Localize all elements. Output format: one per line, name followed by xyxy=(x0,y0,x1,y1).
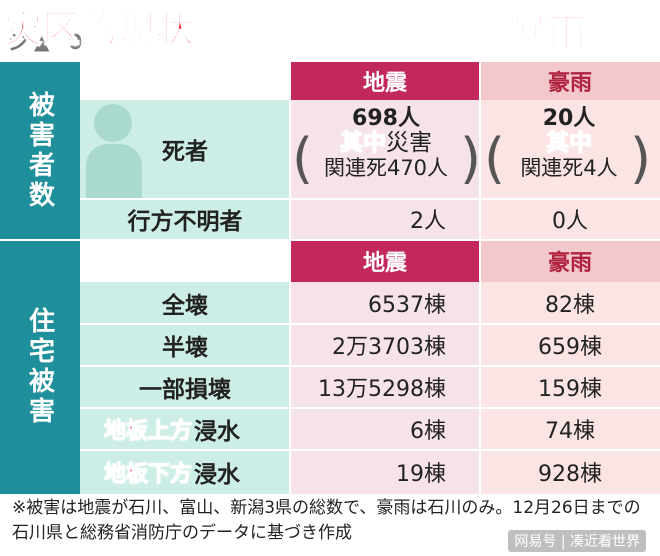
deaths-rain-total: 20人 xyxy=(542,106,596,131)
full-quake: 6537棟 xyxy=(290,282,480,324)
row-label-full: 全壊 xyxy=(80,282,290,324)
deaths-rain-sub1: 其中 xyxy=(546,130,593,156)
column-divider xyxy=(289,62,291,494)
row-divider xyxy=(80,449,660,451)
half-rain: 659棟 xyxy=(480,324,660,366)
header-quake-1: 地震 xyxy=(290,62,480,100)
paren-left-rain: ( xyxy=(484,127,506,190)
damage-table: 被害者数 住宅被害 地震 豪雨 死者 ( ) 698人 其中災害 関連死470人… xyxy=(0,62,660,494)
below-floor-red-label: 地板下方 xyxy=(103,462,192,488)
row-divider xyxy=(80,323,660,325)
heavy-rain-title: 暴雨 xyxy=(509,11,587,55)
deaths-quake-cell xyxy=(290,100,480,198)
person-silhouette-icon xyxy=(94,104,132,142)
deaths-rain-sub2: 関連死4人 xyxy=(520,156,618,180)
above-floor-rain: 74棟 xyxy=(480,408,660,450)
row-label-below-floor: 地板下方 浸水 xyxy=(80,450,290,494)
row-label-missing: 行方不明者 xyxy=(80,198,290,240)
header-blank-2 xyxy=(80,240,290,282)
faded-header-text: ジ▲ 0 xyxy=(8,30,89,54)
row-label-half: 半壊 xyxy=(80,324,290,366)
row-label-above-floor: 地板上方 浸水 xyxy=(80,408,290,450)
side-label-casualties: 被害者数 xyxy=(0,62,80,240)
below-floor-rest-label: 浸水 xyxy=(194,462,240,488)
header-blank-1 xyxy=(80,62,290,100)
header-quake-2: 地震 xyxy=(290,240,480,282)
full-rain: 82棟 xyxy=(480,282,660,324)
partial-rain: 159棟 xyxy=(480,366,660,408)
half-quake: 2万3703棟 xyxy=(290,324,480,366)
above-floor-red-label: 地板上方 xyxy=(103,419,192,445)
row-label-partial: 一部損壊 xyxy=(80,366,290,408)
row-label-deaths: 死者 xyxy=(80,100,290,204)
disaster-area-title: 灾区的现状 xyxy=(3,7,195,51)
row-divider xyxy=(80,198,660,200)
below-floor-quake: 19棟 xyxy=(290,450,480,494)
column-divider xyxy=(479,62,481,494)
side-label-housing: 住宅被害 xyxy=(0,240,80,494)
watermark: 网易号 | 凑近看世界 xyxy=(508,530,646,552)
header-rain-1: 豪雨 xyxy=(480,62,660,100)
missing-rain: 0人 xyxy=(480,198,660,240)
paren-right-rain: ) xyxy=(630,127,652,190)
below-floor-rain: 928棟 xyxy=(480,450,660,494)
missing-quake: 2人 xyxy=(290,198,480,240)
deaths-quake-sub1: 其中災害 xyxy=(340,130,433,156)
deaths-rain-cell xyxy=(480,100,660,198)
paren-left-quake: ( xyxy=(292,127,314,190)
deaths-quake-total: 698人 xyxy=(352,106,420,131)
above-floor-quake: 6棟 xyxy=(290,408,480,450)
row-divider xyxy=(80,407,660,409)
paren-right-quake: ) xyxy=(460,127,482,190)
deaths-quake-sub2: 関連死470人 xyxy=(323,156,449,180)
footnote: ※被害は地震が石川、富山、新潟3県の総数で、豪雨は石川のみ。12月26日までの石… xyxy=(12,498,641,543)
row-divider xyxy=(80,365,660,367)
partial-quake: 13万5298棟 xyxy=(290,366,480,408)
section-divider xyxy=(0,239,660,241)
above-floor-rest-label: 浸水 xyxy=(194,419,240,445)
deaths-rain-text: 20人 其中 関連死4人 xyxy=(500,106,638,181)
deaths-quake-text: 698人 其中災害 関連死470人 xyxy=(306,106,466,181)
person-body-icon xyxy=(86,144,142,204)
header-rain-2: 豪雨 xyxy=(480,240,660,282)
